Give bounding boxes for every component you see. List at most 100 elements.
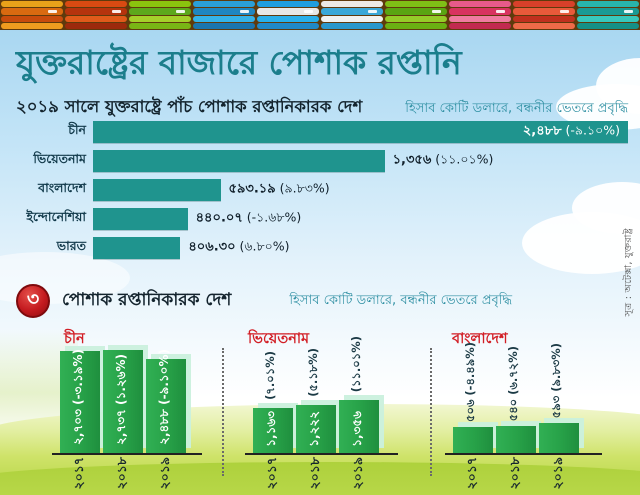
year-bar <box>103 350 143 453</box>
folded-cloth <box>513 8 575 15</box>
dotted-separator <box>430 348 432 476</box>
x-axis-line <box>245 453 398 455</box>
folded-cloth <box>449 8 511 15</box>
country-label: ভিয়েতনাম <box>33 151 86 166</box>
fabric-stack <box>0 0 64 30</box>
value-text: ১,১৬৩ <box>264 411 278 447</box>
value-bar <box>93 150 385 172</box>
growth-text: (-১.৬৮%) <box>242 209 302 225</box>
folded-cloth <box>385 22 447 29</box>
folded-cloth <box>193 1 255 8</box>
top-chart-row: বাংলাদেশ ৫৯৩.১৯ (৯.৮৩%) <box>16 179 628 201</box>
grass-dark-band <box>0 462 640 495</box>
country-label: চীন <box>68 122 86 137</box>
growth-text: (৯.৮৩%) <box>275 180 330 196</box>
bar-track: ১,৩৫৬ (১১.০১%) <box>93 150 628 172</box>
value-text: ৫৯৩ <box>549 395 563 418</box>
year-bar <box>496 426 536 453</box>
folded-cloth <box>129 1 191 8</box>
year-label: ২০১৮ <box>307 457 322 490</box>
value-text: ১,৩৫৬ <box>350 411 364 447</box>
folded-cloth <box>193 8 255 15</box>
folded-cloth <box>513 22 575 29</box>
bar-value-label: ৪০৬.৩০ (৬.৮০%) <box>188 238 289 259</box>
fabric-stack <box>320 0 384 30</box>
year-label: ২০১৮ <box>507 457 522 490</box>
folded-cloth <box>449 22 511 29</box>
folded-cloth <box>1 8 63 15</box>
folded-cloth <box>1 22 63 29</box>
growth-text: (১১.০১%) <box>349 335 363 392</box>
folded-cloth <box>385 15 447 22</box>
year-label: ২০১৯ <box>157 457 172 490</box>
group-country-title: বাংলাদেশ <box>452 331 508 347</box>
folded-cloth <box>65 15 127 22</box>
value-bar: ২,৪৮৮ (-৯.১০%) <box>93 121 628 143</box>
bar-value-label: ৫৯৩ (৯.৮৩%) <box>549 342 563 418</box>
value-bar <box>93 179 221 201</box>
year-bar <box>146 359 186 453</box>
year-bar <box>453 427 493 453</box>
year-bar <box>339 400 379 453</box>
bar-value-label: ২,৭০৩ (-৩.১৯%) <box>71 349 85 445</box>
folded-cloth <box>513 15 575 22</box>
value-text: ৫০৬ <box>463 399 477 422</box>
x-axis-line <box>445 453 602 455</box>
value-text: ২,৭৩৭ <box>114 409 128 445</box>
source-credit: সূত্র : অটেক্সা, যুক্তরাষ্ট্র <box>623 228 634 317</box>
count-badge: ৩ <box>16 284 50 318</box>
value-text: ২,৪৮৮ <box>157 409 171 445</box>
year-label: ২০১৭ <box>464 457 479 490</box>
bar-value-label: ৪৪০.০৭ (-১.৬৮%) <box>196 209 302 230</box>
year-label: ২০১৭ <box>264 457 279 490</box>
bar-value-label: ২,৭৩৭ (১.২৬%) <box>114 354 128 445</box>
growth-text: (-৯.১০%) <box>561 122 620 138</box>
country-label: বাংলাদেশ <box>38 180 86 195</box>
bar-value-label: ৫৯৩.১৯ (৯.৮৩%) <box>229 180 330 201</box>
folded-cloth <box>257 8 319 15</box>
section2-header: ৩ পোশাক রপ্তানিকারক দেশ হিসাব কোটি ডলারে… <box>16 284 628 318</box>
dotted-separator <box>222 348 224 476</box>
year-bar <box>60 351 100 453</box>
folded-cloth <box>1 15 63 22</box>
folded-cloth <box>577 15 639 22</box>
top-chart-unit-note: হিসাব কোটি ডলারে, বন্ধনীর ভেতরে প্রবৃদ্ধ… <box>405 101 628 116</box>
horizontal-bar-chart: চীন ২,৪৮৮ (-৯.১০%) ভিয়েতনাম ১,৩৫৬ (১১.০১%)… <box>16 121 628 266</box>
bar-track: ২,৪৮৮ (-৯.১০%) <box>93 121 628 143</box>
value-text: ৫৯৩.১৯ <box>228 181 276 197</box>
folded-cloth <box>513 1 575 8</box>
country-chart-group: চীন ২,৭০৩ (-৩.১৯%) ২,৭৩৭ (১.২৬%) ২,৪৮৮ (-৯.… <box>20 328 220 493</box>
bar-value-label: ১,৩৫৬ (১১.০১%) <box>393 151 494 172</box>
value-text: ৪৪০.০৭ <box>195 210 243 226</box>
x-axis-line <box>52 453 202 455</box>
country-label: ইন্দোনেশিয়া <box>26 209 86 224</box>
year-label: ২০১৯ <box>550 457 565 490</box>
folded-cloth <box>129 15 191 22</box>
country-label: ভারত <box>56 238 86 253</box>
group-country-title: চীন <box>64 331 85 347</box>
folded-cloth <box>65 22 127 29</box>
group-plot-area: ৫০৬ (-৪.৪৯%) ৫৪০ (৬.৭২%) ৫৯৩ (৯.৮৩%) <box>438 342 636 455</box>
year-bar <box>253 408 293 453</box>
year-label: ২০১৮ <box>114 457 129 490</box>
value-bar <box>93 208 188 230</box>
value-text: ২,৭০৩ <box>71 409 85 445</box>
group-plot-area: ২,৭০৩ (-৩.১৯%) ২,৭৩৭ (১.২৬%) ২,৪৮৮ (-৯.১০%… <box>20 349 220 455</box>
year-label: ২০১৭ <box>71 457 86 490</box>
folded-cloth <box>129 8 191 15</box>
top-chart-row: ভারত ৪০৬.৩০ (৬.৮০%) <box>16 237 628 259</box>
bar-value-label: ২,৪৮৮ (-৯.১০%) <box>523 122 620 143</box>
folded-cloth <box>321 8 383 15</box>
growth-text: (৭.০১%) <box>263 351 277 400</box>
group-country-title: ভিয়েতনাম <box>248 331 310 347</box>
growth-text: (৬.৮০%) <box>235 238 290 254</box>
section2-unit-note: হিসাব কোটি ডলারে, বন্ধনীর ভেতরে প্রবৃদ্ধ… <box>289 292 513 308</box>
bar-value-label: ৫৪০ (৬.৭২%) <box>506 345 520 421</box>
folded-cloth <box>321 15 383 22</box>
folded-cloth <box>129 22 191 29</box>
growth-text: (৫.১৮%) <box>306 348 320 397</box>
vertical-bar-charts: চীন ২,৭০৩ (-৩.১৯%) ২,৭৩৭ (১.২৬%) ২,৪৮৮ (-৯.… <box>0 328 640 495</box>
folded-cloth <box>1 1 63 8</box>
fabric-stack <box>512 0 576 30</box>
folded-cloth <box>321 1 383 8</box>
